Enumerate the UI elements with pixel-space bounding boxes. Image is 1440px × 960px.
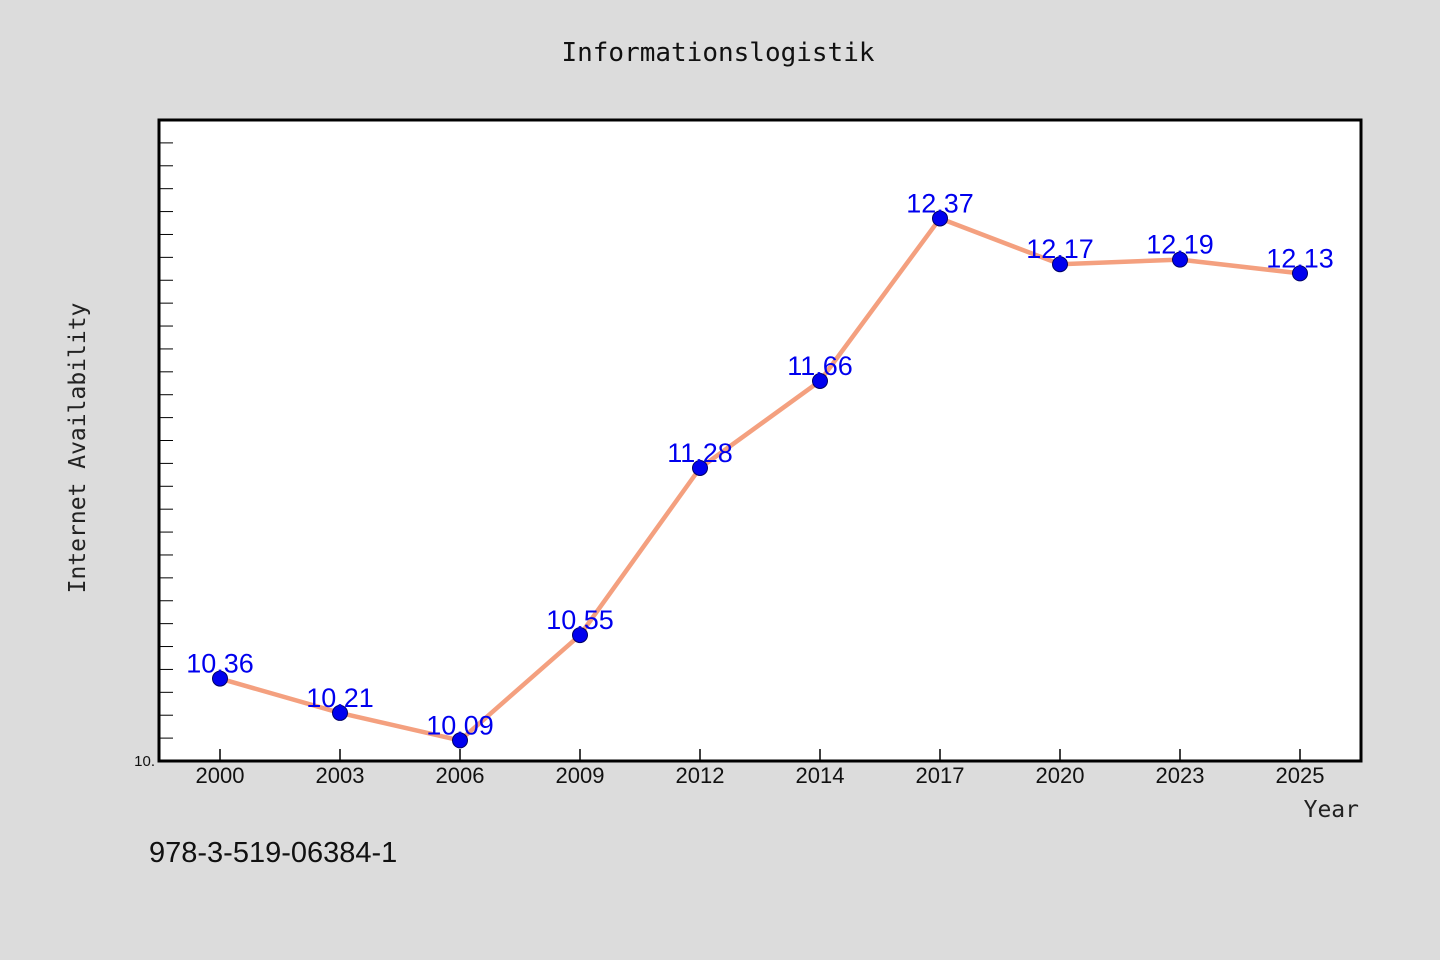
data-point bbox=[1172, 251, 1188, 268]
x-tick-label: 2023 bbox=[1156, 763, 1205, 788]
x-tick-label: 2006 bbox=[436, 763, 485, 788]
data-label: 12.37 bbox=[906, 188, 974, 218]
y-axis-ticks: 10. bbox=[134, 142, 173, 770]
series-line bbox=[217, 216, 1303, 743]
x-tick-label: 2025 bbox=[1276, 763, 1325, 788]
y-tick-label: 10. bbox=[134, 753, 155, 770]
data-label: 10.36 bbox=[186, 649, 254, 679]
x-tick-label: 2012 bbox=[676, 763, 725, 788]
data-point bbox=[1292, 265, 1308, 282]
x-tick-label: 2000 bbox=[196, 763, 245, 788]
data-point bbox=[452, 732, 468, 749]
data-label: 10.21 bbox=[306, 683, 374, 713]
data-label: 12.17 bbox=[1026, 234, 1094, 264]
data-point bbox=[572, 627, 588, 644]
x-tick-label: 2014 bbox=[796, 763, 845, 788]
data-point bbox=[932, 210, 948, 227]
x-axis-ticks: 2000 2003 2006 2009 2012 2014 2017 2020 2023 2025 bbox=[196, 749, 1325, 788]
data-point bbox=[1052, 256, 1068, 273]
data-point bbox=[212, 670, 228, 687]
footnote: 978-3-519-06384-1 bbox=[149, 837, 397, 869]
y-axis-label: Internet Availability bbox=[65, 303, 91, 594]
data-label: 12.13 bbox=[1266, 243, 1334, 273]
data-label: 11.28 bbox=[667, 438, 733, 468]
x-tick-label: 2020 bbox=[1036, 763, 1085, 788]
x-tick-label: 2009 bbox=[556, 763, 605, 788]
data-point bbox=[692, 459, 708, 476]
data-labels: 10.36 10.21 10.09 10.55 11.28 11.66 12.37 12.17… bbox=[186, 188, 1334, 740]
x-tick-label: 2003 bbox=[316, 763, 365, 788]
data-label: 10.09 bbox=[426, 710, 494, 740]
x-axis-label: Year bbox=[1304, 797, 1359, 823]
plot-area bbox=[157, 118, 1363, 763]
chart-title: Informationslogistik bbox=[561, 38, 874, 68]
data-point bbox=[332, 704, 348, 721]
x-tick-label: 2017 bbox=[916, 763, 965, 788]
data-point bbox=[812, 372, 828, 389]
series-markers bbox=[212, 210, 1308, 749]
data-label: 10.55 bbox=[546, 605, 614, 635]
data-label: 11.66 bbox=[787, 351, 853, 381]
data-label: 12.19 bbox=[1146, 230, 1214, 260]
